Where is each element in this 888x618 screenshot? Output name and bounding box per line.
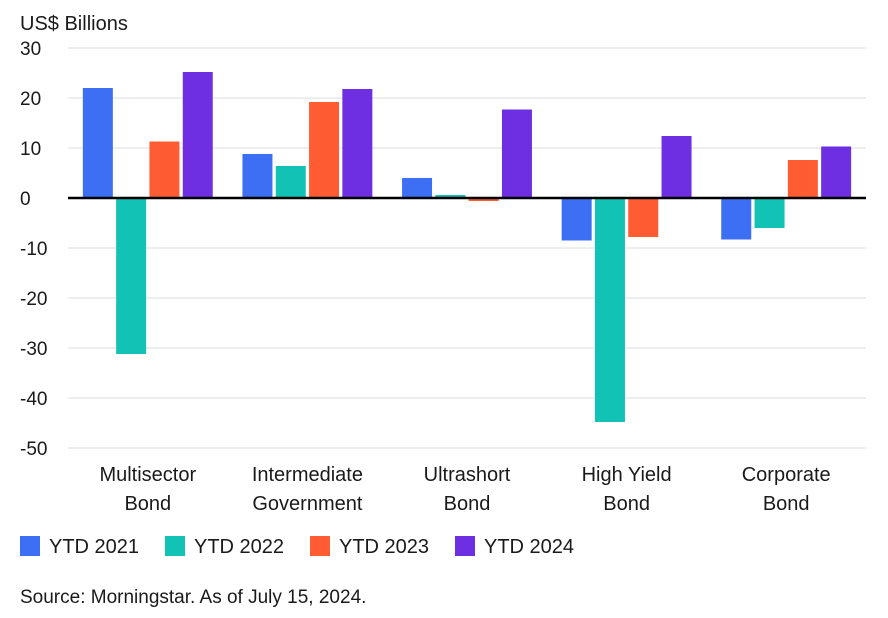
bar-ytd-2022 bbox=[435, 195, 466, 198]
legend: YTD 2021 YTD 2022 YTD 2023 YTD 2024 bbox=[20, 536, 574, 558]
category-label: Bond bbox=[444, 493, 491, 515]
category-label: Bond bbox=[763, 493, 810, 515]
category-label: Bond bbox=[124, 493, 171, 515]
bar-ytd-2022 bbox=[116, 198, 147, 354]
bar-ytd-2021 bbox=[402, 178, 433, 198]
bar-ytd-2023 bbox=[787, 160, 818, 198]
bar-ytd-2024 bbox=[182, 72, 213, 198]
category-label: Government bbox=[252, 493, 362, 515]
category-label: Bond bbox=[603, 493, 650, 515]
category-label: Corporate bbox=[742, 464, 831, 486]
bar-ytd-2023 bbox=[468, 198, 499, 201]
bar-ytd-2021 bbox=[242, 154, 273, 198]
y-axis-unit-label: US$ Billions bbox=[20, 13, 128, 35]
bars bbox=[82, 72, 852, 422]
legend-label: YTD 2022 bbox=[194, 536, 284, 558]
bar-ytd-2022 bbox=[594, 198, 625, 422]
legend-swatch bbox=[20, 536, 40, 556]
legend-label: YTD 2023 bbox=[339, 536, 429, 558]
bar-ytd-2021 bbox=[561, 198, 592, 241]
y-tick-label: 10 bbox=[20, 139, 41, 160]
legend-label: YTD 2024 bbox=[484, 536, 574, 558]
category-label: Ultrashort bbox=[424, 464, 511, 486]
bar-ytd-2024 bbox=[821, 146, 852, 198]
bar-ytd-2022 bbox=[275, 166, 306, 198]
bar-ytd-2021 bbox=[721, 198, 752, 240]
legend-swatch bbox=[455, 536, 475, 556]
category-labels: Multisector Bond Intermediate Government Ult… bbox=[99, 464, 830, 515]
category-label: Intermediate bbox=[252, 464, 363, 486]
bar-ytd-2021 bbox=[82, 88, 113, 198]
bar-ytd-2022 bbox=[754, 198, 785, 228]
y-tick-label: -40 bbox=[20, 389, 47, 410]
bar-ytd-2023 bbox=[309, 102, 340, 198]
legend-label: YTD 2021 bbox=[49, 536, 139, 558]
category-label: Multisector bbox=[99, 464, 196, 486]
y-tick-label: -50 bbox=[20, 439, 47, 460]
y-tick-label: -10 bbox=[20, 239, 47, 260]
y-tick-label: 20 bbox=[20, 89, 41, 110]
bar-ytd-2024 bbox=[501, 109, 532, 198]
bar-ytd-2023 bbox=[149, 141, 180, 198]
y-tick-label: 30 bbox=[20, 39, 41, 60]
source-note: Source: Morningstar. As of July 15, 2024… bbox=[20, 587, 366, 608]
y-axis-ticks: 30 20 10 0 -10 -20 -30 -40 -50 bbox=[20, 39, 47, 460]
legend-swatch bbox=[165, 536, 185, 556]
bar-ytd-2024 bbox=[342, 89, 373, 198]
bar-ytd-2024 bbox=[661, 136, 692, 198]
legend-swatch bbox=[310, 536, 330, 556]
y-tick-label: 0 bbox=[20, 189, 31, 210]
y-tick-label: -20 bbox=[20, 289, 47, 310]
category-label: High Yield bbox=[582, 464, 672, 486]
y-tick-label: -30 bbox=[20, 339, 47, 360]
bar-ytd-2023 bbox=[628, 198, 659, 237]
